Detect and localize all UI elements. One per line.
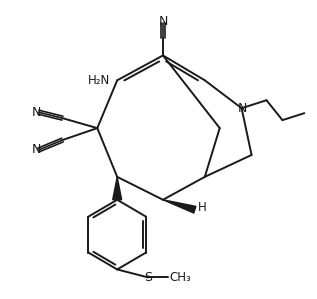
Text: N: N xyxy=(158,15,168,28)
Polygon shape xyxy=(113,177,122,200)
Text: N: N xyxy=(238,102,247,115)
Text: S: S xyxy=(144,271,152,284)
Text: CH₃: CH₃ xyxy=(169,271,191,284)
Text: N: N xyxy=(32,144,41,156)
Text: H: H xyxy=(197,201,206,214)
Polygon shape xyxy=(163,200,196,213)
Text: H₂N: H₂N xyxy=(88,74,110,87)
Text: N: N xyxy=(32,106,41,119)
